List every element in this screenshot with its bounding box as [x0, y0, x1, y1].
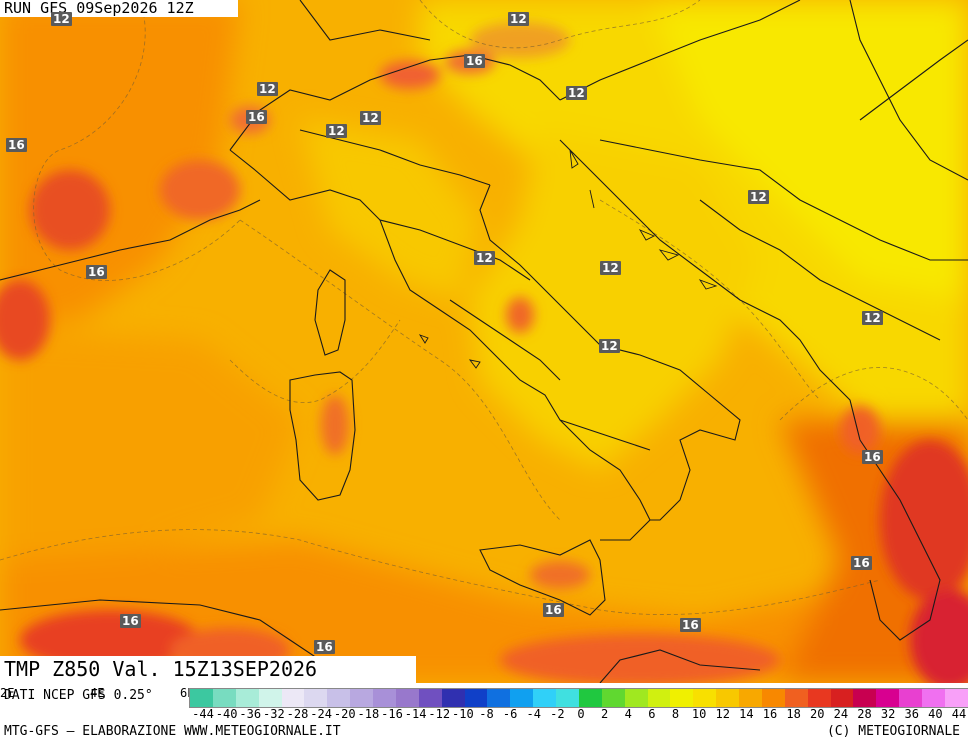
color-scale-swatch — [853, 689, 877, 707]
color-scale-tick-label: 10 — [691, 707, 707, 721]
color-scale-tick-label: 6 — [648, 707, 656, 721]
color-scale-swatch — [235, 689, 259, 707]
color-scale-swatch — [922, 689, 945, 707]
color-scale-swatch — [556, 689, 579, 707]
isotherm-label: 16 — [464, 54, 485, 68]
longitude-tick: 4E — [90, 686, 105, 700]
isotherm-label: 16 — [314, 640, 335, 654]
color-scale-swatch — [212, 689, 236, 707]
isotherm-label: 16 — [120, 614, 141, 628]
color-scale-tick-label: 20 — [810, 707, 825, 721]
color-scale-tick-label: 44 — [951, 707, 967, 721]
color-scale-tick-label: -2 — [550, 707, 565, 721]
isotherm-label: 12 — [600, 261, 621, 275]
isotherm-label: 16 — [246, 110, 267, 124]
isotherm-label: 16 — [862, 450, 883, 464]
color-scale-swatch — [281, 689, 305, 707]
color-scale-swatch — [441, 689, 465, 707]
color-scale-swatch — [373, 689, 396, 707]
color-scale-tick-label: 4 — [624, 707, 632, 721]
isotherm-label: 12 — [862, 311, 883, 325]
color-scale-swatch — [464, 689, 488, 707]
data-source: DATI NCEP GFS 0.25° — [4, 688, 153, 703]
color-scale-swatch — [578, 689, 602, 707]
color-scale-tick-label: -28 — [286, 707, 309, 721]
color-scale-tick-label: -14 — [404, 707, 427, 721]
color-scale-swatch — [761, 689, 785, 707]
longitude-tick: 2E — [0, 686, 15, 700]
color-scale-swatch — [716, 689, 739, 707]
validity-title: TMP Z850 Val. 15Z13SEP2026 — [0, 656, 416, 683]
isotherm-label: 12 — [748, 190, 769, 204]
color-scale-tick-label: -44 — [192, 707, 214, 721]
footer-copyright: (C) METEOGIORNALE — [826, 724, 960, 739]
color-scale-tick-label: 16 — [762, 707, 778, 721]
color-scale-tick-label: 2 — [601, 707, 609, 721]
color-scale-tick-label: -4 — [526, 707, 541, 721]
isotherm-label: 12 — [508, 12, 529, 26]
isotherm-label: 16 — [543, 603, 564, 617]
color-scale-tick-label: 36 — [904, 707, 919, 721]
color-scale-swatch — [899, 689, 922, 707]
color-scale-swatch — [624, 689, 648, 707]
color-scale-swatch — [670, 689, 694, 707]
color-scale-swatch — [510, 689, 534, 707]
color-scale-swatch — [807, 689, 831, 707]
color-scale-tick-label: -40 — [215, 707, 238, 721]
isotherm-label: 12 — [599, 339, 620, 353]
color-scale-swatch — [601, 689, 625, 707]
color-scale-tick-label: -10 — [452, 707, 474, 721]
color-scale-labels: -44 -40 -36 -32 -28 -24 -20 -18 -16 -14 -12 -10 -8 -6… — [189, 707, 968, 721]
isotherm-label: 16 — [86, 265, 107, 279]
color-scale-tick-label: 12 — [715, 707, 730, 721]
color-scale-swatch — [784, 689, 808, 707]
color-scale-tick-label: 40 — [928, 707, 943, 721]
color-scale-swatch — [647, 689, 671, 707]
footer-credit: MTG-GFS – ELABORAZIONE WWW.METEOGIORNALE… — [4, 724, 341, 739]
isotherm-label: 12 — [566, 86, 587, 100]
color-scale-swatch — [327, 689, 351, 707]
color-scale-tick-label: -6 — [502, 707, 518, 721]
color-scale-tick-label: 18 — [786, 707, 801, 721]
color-scale-tick-label: 32 — [880, 707, 896, 721]
isotherm-label: 12 — [257, 82, 278, 96]
color-scale-swatch — [533, 689, 556, 707]
color-scale-swatch — [190, 689, 213, 707]
color-scale-tick-label: 24 — [833, 707, 849, 721]
color-scale-swatch — [304, 689, 328, 707]
isotherm-label: 12 — [360, 111, 381, 125]
color-scale-swatch — [418, 689, 442, 707]
color-scale-swatch — [739, 689, 762, 707]
isotherm-label: 12 — [474, 251, 495, 265]
color-scale-swatch — [693, 689, 717, 707]
color-scale-swatch — [487, 689, 511, 707]
isotherm-label: 16 — [680, 618, 701, 632]
color-scale-tick-label: -36 — [239, 707, 262, 721]
color-scale-tick-label: 8 — [671, 707, 680, 721]
color-scale-tick-label: -12 — [428, 707, 451, 721]
isotherm-label: 16 — [851, 556, 872, 570]
color-scale-tick-label: -16 — [381, 707, 403, 721]
color-scale-swatch — [830, 689, 854, 707]
isotherm-label: 12 — [51, 12, 72, 26]
color-scale-swatch — [258, 689, 282, 707]
color-scale-tick-label: 28 — [857, 707, 872, 721]
color-scale-swatch — [350, 689, 373, 707]
color-scale-swatch — [876, 689, 900, 707]
isotherm-label: 16 — [6, 138, 27, 152]
color-scale-tick-label: -18 — [357, 707, 380, 721]
temperature-map — [0, 0, 968, 683]
color-scale-tick-label: -20 — [333, 707, 356, 721]
isotherm-label: 12 — [326, 124, 347, 138]
color-scale — [189, 688, 968, 708]
color-scale-swatch — [395, 689, 419, 707]
color-scale-tick-label: -24 — [310, 707, 332, 721]
color-scale-tick-label: 0 — [577, 707, 585, 721]
color-scale-swatch — [944, 689, 968, 707]
color-scale-tick-label: -8 — [479, 707, 494, 721]
color-scale-tick-label: -32 — [263, 707, 285, 721]
run-info: RUN GFS 09Sep2026 12Z — [0, 0, 238, 17]
color-scale-tick-label: 14 — [739, 707, 754, 721]
